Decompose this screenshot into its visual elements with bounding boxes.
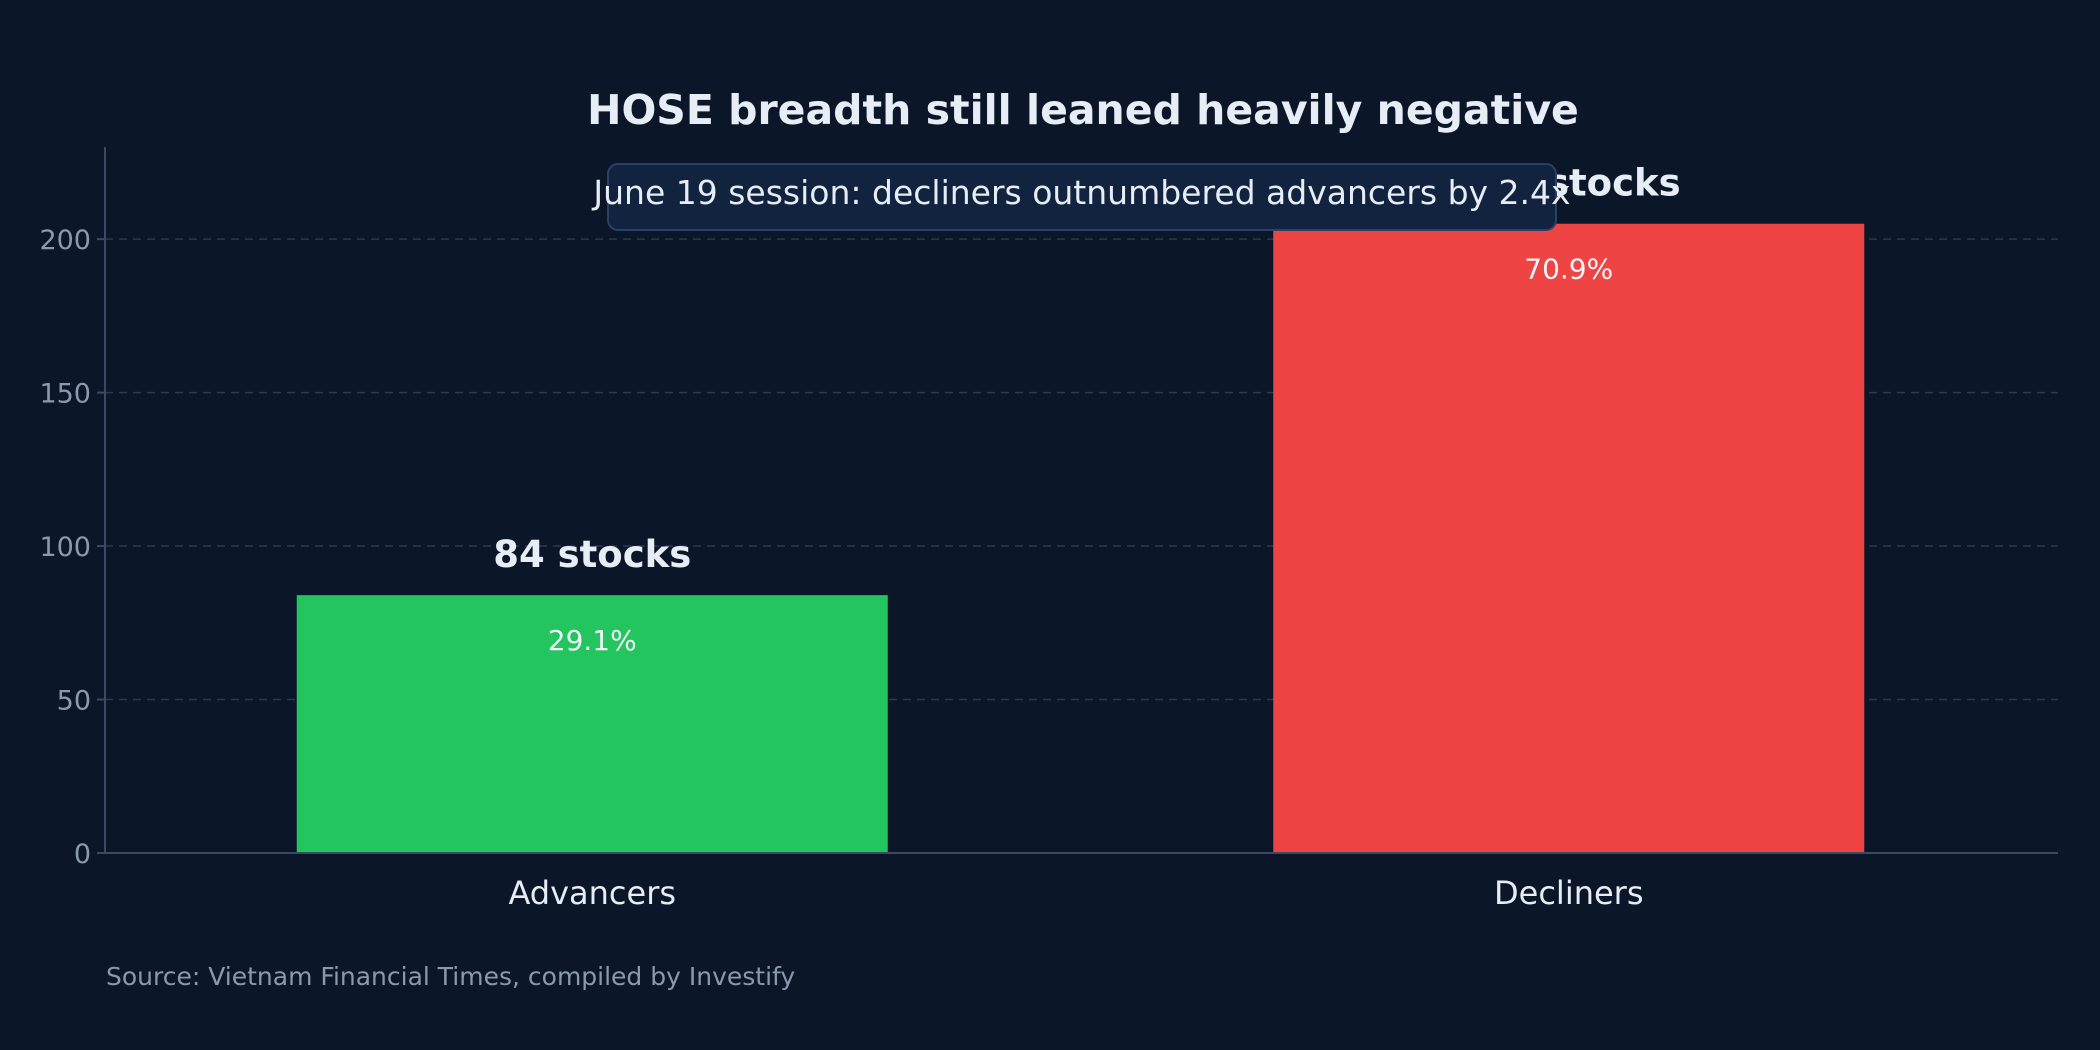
- bar-advancers: [296, 595, 888, 853]
- value-label-advancers: 84 stocks: [493, 533, 691, 576]
- percent-label-advancers: 29.1%: [548, 624, 637, 657]
- ytick-label-200: 200: [39, 225, 91, 256]
- source-note: Source: Vietnam Financial Times, compile…: [106, 962, 795, 991]
- ytick-label-50: 50: [57, 686, 91, 717]
- ytick-label-150: 150: [39, 379, 91, 410]
- bar-decliners: [1273, 223, 1865, 853]
- annotation-text: June 19 session: decliners outnumbered a…: [591, 173, 1570, 212]
- ytick-label-0: 0: [74, 839, 91, 870]
- xtick-label-advancers: Advancers: [508, 874, 676, 912]
- annotation-background: [607, 163, 1557, 231]
- percent-label-decliners: 70.9%: [1524, 253, 1613, 286]
- annotation-box: June 19 session: decliners outnumbered a…: [591, 163, 1571, 231]
- bars: [296, 223, 1865, 853]
- axes: 0 50 100 150 200: [39, 147, 2058, 870]
- xtick-label-decliners: Decliners: [1494, 874, 1644, 912]
- ytick-label-100: 100: [39, 532, 91, 563]
- chart-title: HOSE breadth still leaned heavily negati…: [587, 86, 1579, 134]
